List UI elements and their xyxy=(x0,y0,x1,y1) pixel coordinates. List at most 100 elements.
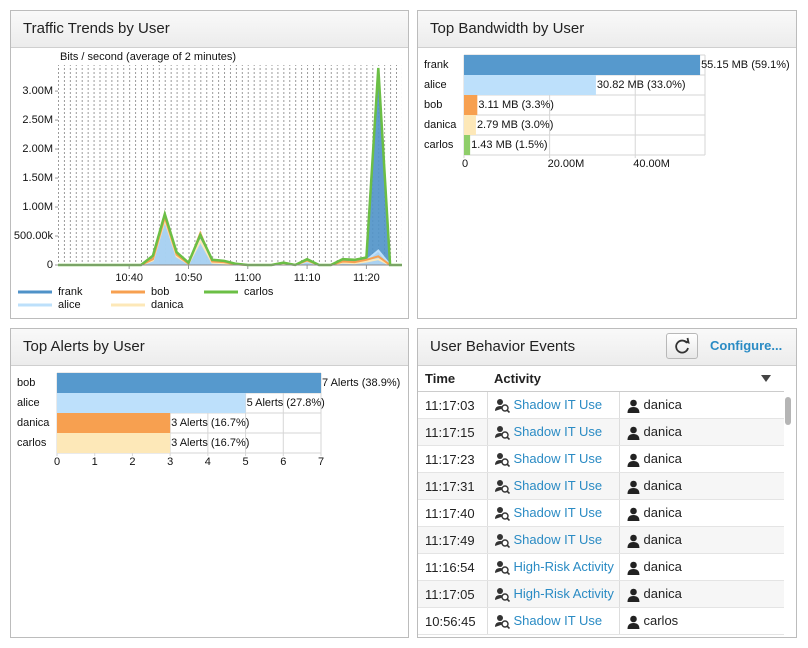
event-user: danica xyxy=(619,499,784,527)
panel-header: Top Bandwidth by User xyxy=(418,11,796,48)
event-user: danica xyxy=(619,445,784,473)
event-time: 11:17:15 xyxy=(418,418,487,446)
activity-icon xyxy=(494,480,510,495)
user-icon xyxy=(627,588,639,602)
event-row[interactable]: 11:17:03 Shadow IT Use danica xyxy=(418,391,784,419)
sort-icon[interactable] xyxy=(760,374,772,384)
y-tick-label: 3.00M xyxy=(22,85,53,97)
panel-header: User Behavior Events Configure... xyxy=(418,329,796,366)
user-name: carlos xyxy=(643,613,679,629)
category-label: carlos xyxy=(424,139,454,151)
x-tick-label: 5 xyxy=(243,456,249,468)
value-label: 55.15 MB (59.1%) xyxy=(701,59,790,71)
activity-link[interactable]: High-Risk Activity xyxy=(513,558,614,574)
event-user: danica xyxy=(619,391,784,419)
y-tick-label: 2.50M xyxy=(22,114,53,126)
legend-label: alice xyxy=(58,299,81,311)
user-name: danica xyxy=(643,451,682,467)
x-tick-label: 2 xyxy=(129,456,135,468)
column-header[interactable]: Time xyxy=(418,366,487,392)
category-label: alice xyxy=(17,397,40,409)
activity-link[interactable]: Shadow IT Use xyxy=(513,396,603,412)
event-row[interactable]: 11:17:31 Shadow IT Use danica xyxy=(418,472,784,500)
activity-icon xyxy=(494,399,510,414)
event-row[interactable]: 11:17:05 High-Risk Activity danica xyxy=(418,580,784,608)
activity-link[interactable]: High-Risk Activity xyxy=(513,585,614,601)
legend-label: carlos xyxy=(244,286,274,298)
category-label: danica xyxy=(17,417,50,429)
scrollbar[interactable] xyxy=(785,397,791,425)
event-activity: Shadow IT Use xyxy=(486,445,620,473)
bar xyxy=(57,433,171,453)
column-header[interactable]: Activity xyxy=(487,366,784,392)
user-name: danica xyxy=(643,586,682,602)
event-time: 11:17:23 xyxy=(418,445,487,473)
refresh-button[interactable] xyxy=(666,333,698,359)
user-name: danica xyxy=(643,559,682,575)
event-time: 11:17:05 xyxy=(418,580,487,608)
plot-grid-pattern xyxy=(58,65,402,265)
panel-header: Traffic Trends by User xyxy=(11,11,408,48)
y-tick-label: 1.00M xyxy=(22,201,53,213)
event-row[interactable]: 11:17:49 Shadow IT Use danica xyxy=(418,526,784,554)
value-label: 7 Alerts (38.9%) xyxy=(322,377,400,389)
category-label: danica xyxy=(424,119,457,131)
event-time: 11:16:54 xyxy=(418,553,487,581)
x-tick-label: 7 xyxy=(318,456,324,468)
user-icon xyxy=(627,480,639,494)
event-user: danica xyxy=(619,526,784,554)
event-activity: Shadow IT Use xyxy=(486,499,620,527)
user-icon xyxy=(627,453,639,467)
event-user: danica xyxy=(619,580,784,608)
value-label: 3 Alerts (16.7%) xyxy=(171,437,249,449)
value-label: 2.79 MB (3.0%) xyxy=(477,119,553,131)
user-icon xyxy=(627,615,639,629)
x-tick-label: 10:40 xyxy=(115,272,143,284)
column-header-text: Activity xyxy=(494,371,541,386)
user-icon xyxy=(627,426,639,440)
panel-header: Top Alerts by User xyxy=(11,329,408,366)
y-tick-label: 0 xyxy=(47,259,53,271)
x-tick-label: 0 xyxy=(54,456,60,468)
activity-link[interactable]: Shadow IT Use xyxy=(513,612,603,628)
user-icon xyxy=(627,507,639,521)
event-activity: Shadow IT Use xyxy=(486,391,620,419)
bandwidth-panel: Top Bandwidth by User xyxy=(417,10,797,319)
activity-icon xyxy=(494,588,510,603)
user-name: danica xyxy=(643,532,682,548)
activity-link[interactable]: Shadow IT Use xyxy=(513,531,603,547)
event-row[interactable]: 11:16:54 High-Risk Activity danica xyxy=(418,553,784,581)
event-row[interactable]: 10:56:45 Shadow IT Use carlos xyxy=(418,607,784,635)
x-tick-label: 6 xyxy=(280,456,286,468)
event-row[interactable]: 11:17:23 Shadow IT Use danica xyxy=(418,445,784,473)
bar xyxy=(57,373,321,393)
category-label: alice xyxy=(424,79,447,91)
value-label: 3 Alerts (16.7%) xyxy=(171,417,249,429)
event-time: 11:17:49 xyxy=(418,526,487,554)
panel-title: Traffic Trends by User xyxy=(23,20,170,37)
activity-icon xyxy=(494,426,510,441)
event-row[interactable]: 11:17:15 Shadow IT Use danica xyxy=(418,418,784,446)
category-label: bob xyxy=(17,377,35,389)
x-tick-label: 40.00M xyxy=(633,158,670,170)
panel-title: Top Bandwidth by User xyxy=(430,20,585,37)
event-row[interactable]: 11:17:40 Shadow IT Use danica xyxy=(418,499,784,527)
event-activity: Shadow IT Use xyxy=(486,526,620,554)
activity-link[interactable]: Shadow IT Use xyxy=(513,477,603,493)
activity-link[interactable]: Shadow IT Use xyxy=(513,450,603,466)
event-activity: Shadow IT Use xyxy=(486,472,620,500)
activity-icon xyxy=(494,507,510,522)
user-name: danica xyxy=(643,478,682,494)
configure-link[interactable]: Configure... xyxy=(710,338,783,353)
refresh-icon xyxy=(675,337,690,354)
activity-icon xyxy=(494,534,510,549)
activity-icon xyxy=(494,561,510,576)
activity-link[interactable]: Shadow IT Use xyxy=(513,423,603,439)
activity-link[interactable]: Shadow IT Use xyxy=(513,504,603,520)
events-table: Time Activity 11:17:03 Shadow IT Use danic… xyxy=(418,366,784,635)
bar xyxy=(464,95,478,115)
event-user: danica xyxy=(619,418,784,446)
bar xyxy=(464,55,701,75)
